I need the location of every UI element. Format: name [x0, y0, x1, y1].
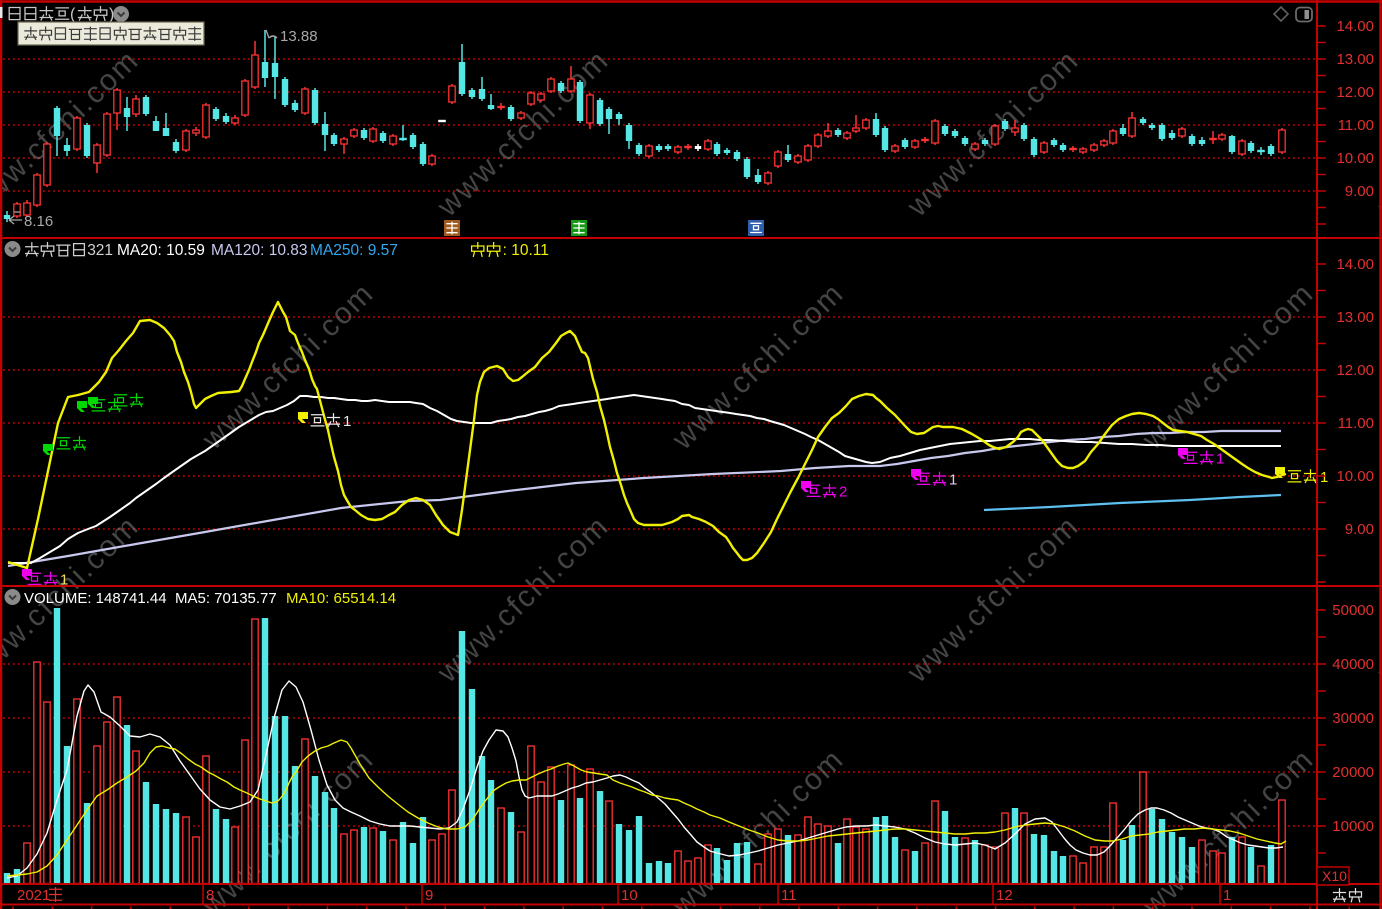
svg-text:1: 1: [1320, 469, 1328, 486]
svg-text:12: 12: [996, 887, 1013, 904]
svg-text:9.00: 9.00: [1345, 521, 1374, 538]
svg-text:10: 10: [621, 887, 638, 904]
svg-text:13.00: 13.00: [1336, 309, 1374, 326]
svg-text:(: (: [70, 6, 76, 23]
svg-text:X10: X10: [1322, 868, 1347, 884]
svg-text:9.00: 9.00: [1345, 183, 1374, 200]
svg-text:1: 1: [1216, 451, 1224, 468]
svg-text:: 10.11: : 10.11: [503, 242, 549, 259]
svg-text:): ): [109, 6, 114, 23]
svg-text:20000: 20000: [1332, 764, 1374, 781]
svg-text:30000: 30000: [1332, 710, 1374, 727]
svg-text:12.00: 12.00: [1336, 84, 1374, 101]
svg-text:2021: 2021: [17, 887, 50, 904]
svg-text:14.00: 14.00: [1336, 256, 1374, 273]
svg-text:MA5: 70135.77: MA5: 70135.77: [175, 590, 277, 607]
svg-text:10000: 10000: [1332, 818, 1374, 835]
svg-text:14.00: 14.00: [1336, 18, 1374, 35]
svg-text:8: 8: [206, 887, 214, 904]
svg-text:321: 321: [87, 242, 113, 259]
svg-text:MA10: 65514.14: MA10: 65514.14: [286, 590, 396, 607]
svg-text:1: 1: [343, 413, 351, 430]
svg-text:MA120: 10.83: MA120: 10.83: [211, 242, 308, 259]
svg-text:11: 11: [781, 887, 797, 904]
svg-text:13.88: 13.88: [280, 28, 318, 45]
svg-text:1: 1: [60, 572, 68, 589]
svg-text:1: 1: [949, 472, 957, 489]
svg-text:1: 1: [1223, 887, 1231, 904]
svg-text:MA250: 9.57: MA250: 9.57: [310, 242, 398, 259]
svg-text:12.00: 12.00: [1336, 362, 1374, 379]
svg-text:11.00: 11.00: [1338, 117, 1374, 134]
svg-text:10.00: 10.00: [1336, 468, 1374, 485]
svg-text:11.00: 11.00: [1338, 415, 1374, 432]
svg-text:13.00: 13.00: [1336, 51, 1374, 68]
svg-text:10.00: 10.00: [1336, 150, 1374, 167]
svg-text:9: 9: [425, 887, 433, 904]
svg-text:VOLUME: 148741.44: VOLUME: 148741.44: [24, 590, 167, 607]
svg-text:2: 2: [839, 484, 847, 501]
svg-text:50000: 50000: [1332, 602, 1374, 619]
svg-text:8.16: 8.16: [24, 213, 53, 230]
svg-text:40000: 40000: [1332, 656, 1374, 673]
svg-text:MA20: 10.59: MA20: 10.59: [117, 242, 205, 259]
